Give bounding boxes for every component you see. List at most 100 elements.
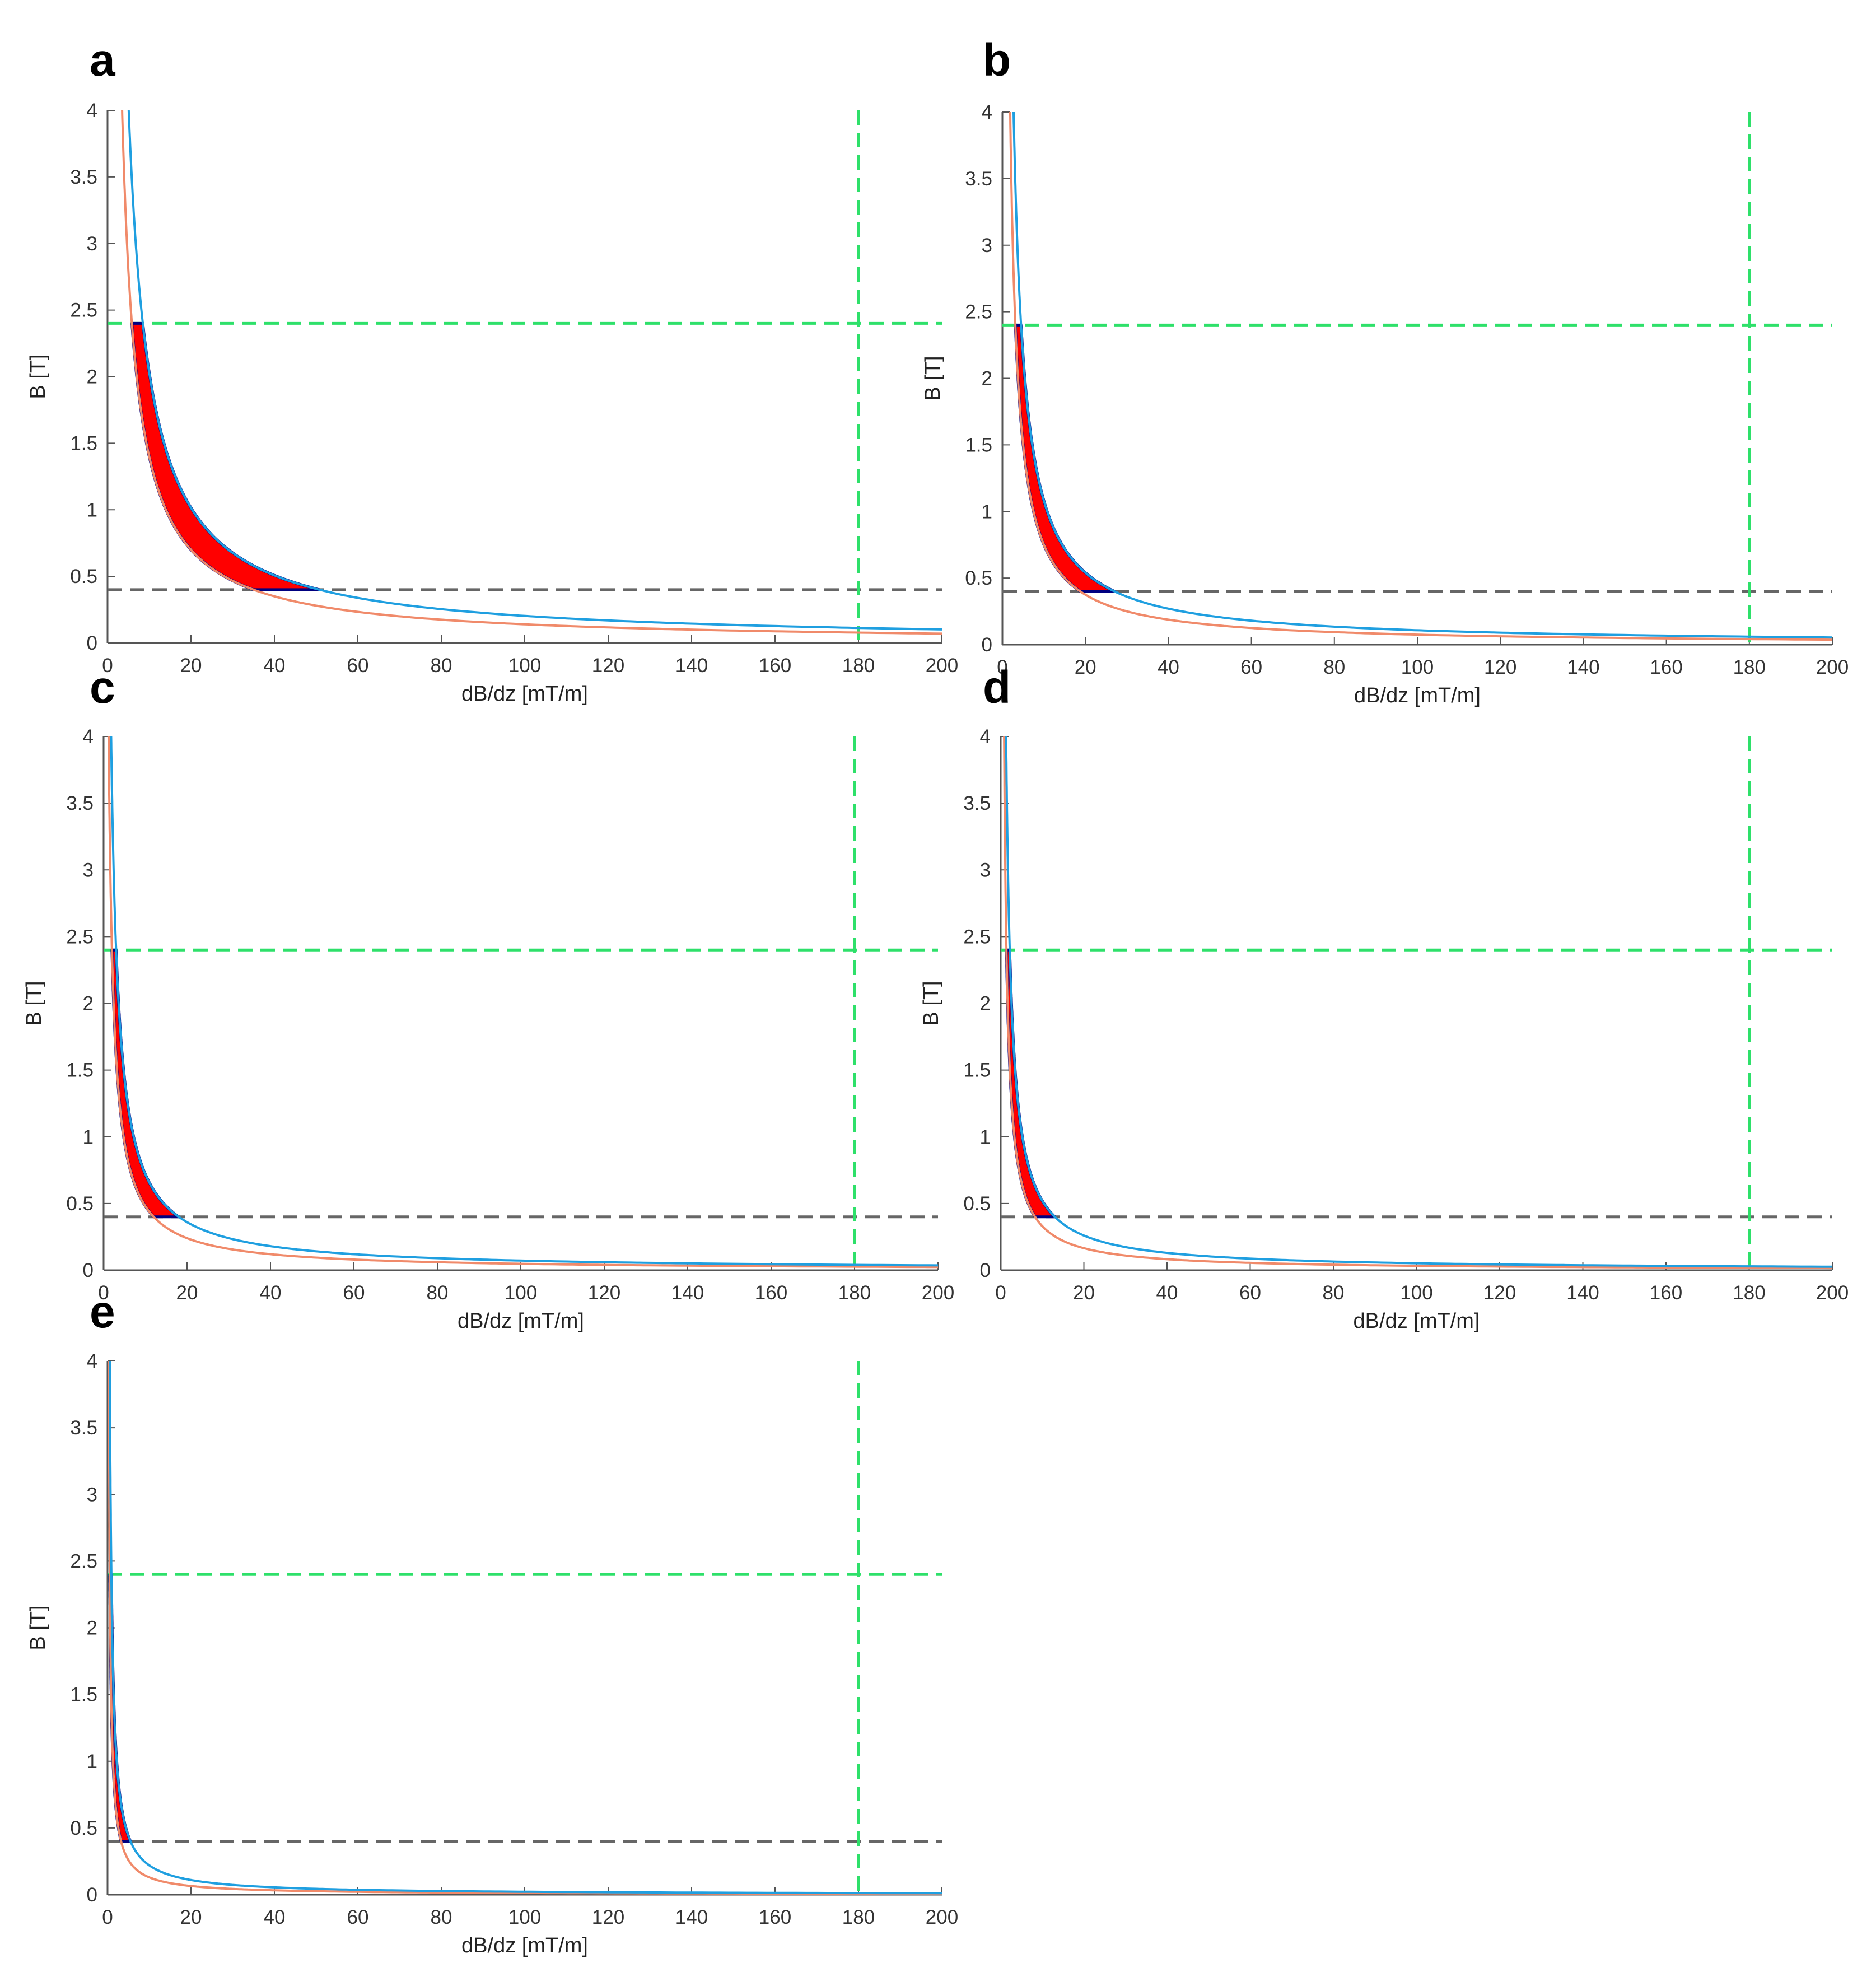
panel-d: d 00.511.522.533.540 20 40 60 80 100 120 140 160… xyxy=(920,662,1849,1333)
y-tick-label: 0.5 xyxy=(70,566,97,587)
panel-c: c 00.511.522.533.540 20 40 60 80 100 120 140 160… xyxy=(22,662,954,1333)
x-tick-label: 180 xyxy=(842,655,875,677)
x-tick-label: 200 xyxy=(1816,1282,1849,1304)
x-tick-label: 20 xyxy=(1075,656,1096,678)
y-tick-label: 1.5 xyxy=(66,1060,94,1081)
y-tick-label: 2 xyxy=(87,366,97,388)
y-tick-label: 0 xyxy=(982,634,992,656)
y-tick-label: 3.5 xyxy=(66,792,94,814)
orange-curve xyxy=(108,1360,942,1895)
x-axis-label: dB/dz [mT/m] xyxy=(461,682,588,706)
y-tick-label: 3.5 xyxy=(963,792,991,814)
y-tick-label: 4 xyxy=(87,1350,97,1372)
x-axis-label: dB/dz [mT/m] xyxy=(461,1934,588,1957)
x-tick-label: 160 xyxy=(759,655,791,677)
shaded-region xyxy=(130,321,321,591)
y-tick-label: 1.5 xyxy=(70,1684,97,1706)
y-tick-label: 0.5 xyxy=(963,1193,991,1215)
y-tick-label: 4 xyxy=(87,100,97,122)
shaded-region xyxy=(1014,323,1116,593)
x-tick-label: 140 xyxy=(675,1906,708,1928)
x-tick-label: 60 xyxy=(1240,656,1262,678)
y-tick-label: 3 xyxy=(87,233,97,255)
x-tick-label: 140 xyxy=(671,1282,704,1304)
y-axis-label: B [T] xyxy=(26,354,50,399)
y-axis-label: B [T] xyxy=(22,981,46,1025)
y-tick-label: 0.5 xyxy=(70,1817,97,1839)
y-tick-label: 2.5 xyxy=(66,926,94,948)
x-tick-label: 100 xyxy=(1401,656,1434,678)
x-tick-label: 120 xyxy=(592,1906,624,1928)
y-tick-label: 1 xyxy=(980,1126,991,1148)
x-tick-label: 40 xyxy=(264,655,286,677)
panel-letter: e xyxy=(90,1286,115,1337)
panel-b: b 00.511.522.533.540 20 40 60 80 100 120 140 160… xyxy=(921,35,1849,707)
y-tick-label: 3 xyxy=(87,1484,97,1505)
y-tick-label: 0 xyxy=(87,1884,97,1906)
x-tick-label: 0 xyxy=(98,1282,109,1304)
blue-curve xyxy=(1005,736,1833,1268)
x-tick-label: 120 xyxy=(592,655,624,677)
y-axis-label: B [T] xyxy=(920,981,943,1025)
y-tick-label: 1.5 xyxy=(965,434,992,456)
blue-curve xyxy=(109,1360,942,1895)
y-tick-label: 1 xyxy=(83,1126,94,1148)
x-tick-label: 160 xyxy=(1650,1282,1682,1304)
panel-letter: c xyxy=(90,662,115,713)
x-tick-label: 180 xyxy=(1733,656,1766,678)
x-tick-label: 40 xyxy=(1158,656,1179,678)
orange-curve xyxy=(107,736,939,1269)
x-tick-label: 60 xyxy=(1239,1282,1261,1304)
blue-curve xyxy=(110,736,939,1267)
y-tick-label: 2 xyxy=(982,368,992,390)
x-axis-label: dB/dz [mT/m] xyxy=(1354,1309,1480,1333)
blue-curve xyxy=(127,110,942,631)
y-tick-label: 1.5 xyxy=(963,1060,991,1081)
y-tick-label: 3 xyxy=(982,235,992,257)
x-tick-label: 120 xyxy=(1484,656,1516,678)
x-tick-label: 120 xyxy=(1483,1282,1516,1304)
x-tick-label: 80 xyxy=(427,1282,449,1304)
y-tick-label: 2.5 xyxy=(70,1550,97,1572)
y-tick-label: 1 xyxy=(87,1751,97,1773)
y-tick-label: 2.5 xyxy=(965,301,992,323)
y-tick-label: 2.5 xyxy=(70,300,97,321)
x-tick-label: 140 xyxy=(675,655,708,677)
x-tick-label: 40 xyxy=(264,1906,286,1928)
y-axis-label: B [T] xyxy=(26,1605,50,1650)
x-tick-label: 60 xyxy=(347,1906,369,1928)
x-tick-label: 80 xyxy=(431,1906,452,1928)
panel-letter: d xyxy=(983,662,1011,713)
y-tick-label: 2.5 xyxy=(963,926,991,948)
y-tick-label: 1 xyxy=(87,499,97,521)
y-tick-label: 3 xyxy=(980,859,991,881)
x-tick-label: 80 xyxy=(1323,1282,1345,1304)
x-tick-label: 20 xyxy=(180,1906,202,1928)
x-tick-label: 100 xyxy=(505,1282,537,1304)
x-tick-label: 60 xyxy=(347,655,369,677)
x-tick-label: 160 xyxy=(755,1282,787,1304)
x-tick-label: 0 xyxy=(102,1906,113,1928)
y-tick-label: 0 xyxy=(83,1260,94,1281)
panel-e: e 00.511.522.533.540 20 40 60 80 100 120 140 160… xyxy=(26,1286,958,1957)
y-tick-label: 0 xyxy=(980,1260,991,1281)
y-tick-label: 0 xyxy=(87,632,97,654)
x-tick-label: 160 xyxy=(1650,656,1682,678)
y-tick-label: 1 xyxy=(982,501,992,523)
y-axis-label: B [T] xyxy=(921,356,945,400)
x-tick-label: 40 xyxy=(260,1282,282,1304)
x-tick-label: 20 xyxy=(180,655,202,677)
y-tick-label: 3.5 xyxy=(70,1417,97,1439)
x-tick-label: 180 xyxy=(842,1906,875,1928)
y-tick-label: 3 xyxy=(83,859,94,881)
x-tick-label: 160 xyxy=(759,1906,791,1928)
y-tick-label: 3.5 xyxy=(965,168,992,190)
panel-letter: a xyxy=(90,35,116,86)
x-tick-label: 20 xyxy=(1073,1282,1095,1304)
x-tick-label: 200 xyxy=(926,655,958,677)
x-tick-label: 0 xyxy=(102,655,113,677)
x-tick-label: 140 xyxy=(1566,1282,1599,1304)
orange-curve xyxy=(1009,111,1833,641)
x-tick-label: 40 xyxy=(1156,1282,1178,1304)
y-tick-label: 0.5 xyxy=(66,1193,94,1215)
